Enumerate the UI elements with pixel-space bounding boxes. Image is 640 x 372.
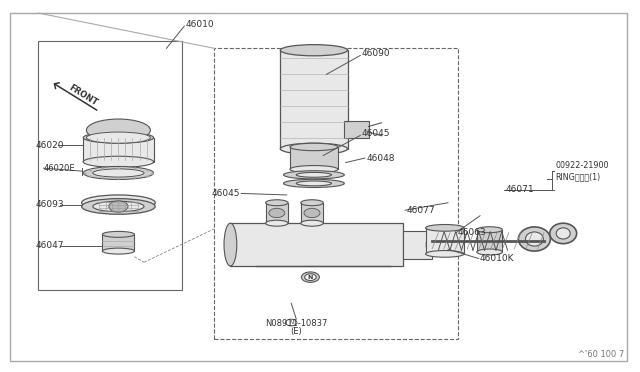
Ellipse shape xyxy=(83,166,154,179)
Bar xyxy=(214,48,458,339)
Text: FRONT: FRONT xyxy=(67,83,99,107)
Ellipse shape xyxy=(102,231,134,237)
Ellipse shape xyxy=(477,227,502,233)
Bar xyxy=(426,228,464,254)
Text: 46077: 46077 xyxy=(406,206,435,215)
Bar xyxy=(290,147,338,169)
Circle shape xyxy=(269,208,285,218)
Ellipse shape xyxy=(284,171,344,179)
Circle shape xyxy=(285,319,297,326)
Ellipse shape xyxy=(284,179,344,187)
Ellipse shape xyxy=(86,132,150,143)
Ellipse shape xyxy=(82,195,156,211)
Text: 46063: 46063 xyxy=(458,228,486,237)
Ellipse shape xyxy=(83,156,154,167)
Ellipse shape xyxy=(556,228,570,239)
Text: RINGリング(1): RINGリング(1) xyxy=(556,172,601,181)
Bar xyxy=(403,231,432,259)
Ellipse shape xyxy=(525,232,543,246)
Ellipse shape xyxy=(93,201,144,212)
Ellipse shape xyxy=(224,223,237,266)
Ellipse shape xyxy=(83,132,154,143)
Bar xyxy=(230,223,403,266)
Ellipse shape xyxy=(426,251,464,257)
Text: 46010K: 46010K xyxy=(480,254,515,263)
Text: 46020E: 46020E xyxy=(44,164,75,173)
Text: 46020: 46020 xyxy=(35,141,64,150)
Text: (E): (E) xyxy=(291,327,302,336)
Ellipse shape xyxy=(477,249,502,255)
Ellipse shape xyxy=(290,143,338,151)
Bar xyxy=(280,50,348,149)
Ellipse shape xyxy=(301,200,323,206)
Ellipse shape xyxy=(266,220,288,226)
Text: 46090: 46090 xyxy=(362,49,390,58)
Text: N: N xyxy=(308,275,313,280)
Text: N: N xyxy=(289,320,293,325)
Text: 46045: 46045 xyxy=(211,189,240,198)
Text: N08911-10837: N08911-10837 xyxy=(265,319,328,328)
Ellipse shape xyxy=(93,169,144,177)
Bar xyxy=(344,121,369,138)
Ellipse shape xyxy=(301,220,323,226)
Ellipse shape xyxy=(82,199,156,214)
Circle shape xyxy=(301,272,319,282)
Bar xyxy=(38,41,182,290)
Ellipse shape xyxy=(426,234,438,256)
Text: ^'60 100 7: ^'60 100 7 xyxy=(578,350,624,359)
Ellipse shape xyxy=(86,119,150,141)
Text: 46071: 46071 xyxy=(506,185,534,194)
Ellipse shape xyxy=(290,166,338,173)
Circle shape xyxy=(304,208,320,218)
Text: 46047: 46047 xyxy=(35,241,64,250)
Bar xyxy=(83,138,154,162)
Text: 46045: 46045 xyxy=(362,129,390,138)
Text: 46093: 46093 xyxy=(35,200,64,209)
Ellipse shape xyxy=(296,181,332,186)
Ellipse shape xyxy=(518,227,550,251)
Ellipse shape xyxy=(280,143,348,154)
Text: 46010: 46010 xyxy=(186,20,214,29)
Circle shape xyxy=(305,274,316,280)
Bar xyxy=(477,230,502,252)
Ellipse shape xyxy=(280,45,348,56)
Text: 46048: 46048 xyxy=(366,154,395,163)
Text: 00922-21900: 00922-21900 xyxy=(556,161,609,170)
Circle shape xyxy=(306,275,315,280)
Ellipse shape xyxy=(426,224,464,231)
Ellipse shape xyxy=(550,223,577,244)
Ellipse shape xyxy=(296,173,332,177)
Circle shape xyxy=(109,201,128,212)
Ellipse shape xyxy=(266,200,288,206)
Bar xyxy=(266,203,288,223)
Ellipse shape xyxy=(102,248,134,254)
Bar xyxy=(102,234,134,251)
Bar xyxy=(301,203,323,223)
